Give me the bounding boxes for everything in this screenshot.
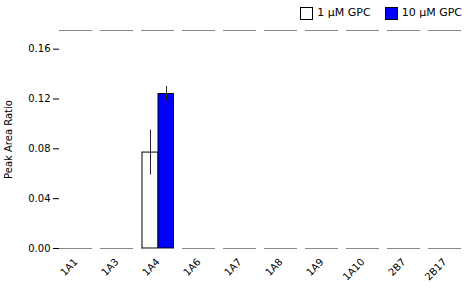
svg-text:1A6: 1A6: [181, 256, 203, 278]
svg-text:1A1: 1A1: [58, 256, 80, 278]
svg-text:0.00: 0.00: [28, 243, 50, 254]
html-text:10 μM GPC: 10 μM GPC: [401, 6, 462, 20]
html-text:1 μM GPC: 1 μM GPC: [317, 6, 371, 20]
svg-text:0.08: 0.08: [28, 143, 50, 154]
svg-text:1A3: 1A3: [99, 256, 121, 278]
svg-text:1A8: 1A8: [263, 256, 285, 278]
svg-text:2B17: 2B17: [423, 256, 449, 282]
svg-text:0.04: 0.04: [28, 193, 50, 204]
svg-text:0.16: 0.16: [28, 43, 50, 54]
svg-text:1A7: 1A7: [222, 256, 244, 278]
svg-text:2B7: 2B7: [386, 256, 408, 278]
svg-text:0.12: 0.12: [28, 93, 50, 104]
svg-text:1A4: 1A4: [140, 256, 162, 278]
svg-text:1A9: 1A9: [304, 256, 326, 278]
svg-text:Peak Area Ratio: Peak Area Ratio: [3, 100, 14, 179]
svg-text:1A10: 1A10: [341, 256, 367, 282]
